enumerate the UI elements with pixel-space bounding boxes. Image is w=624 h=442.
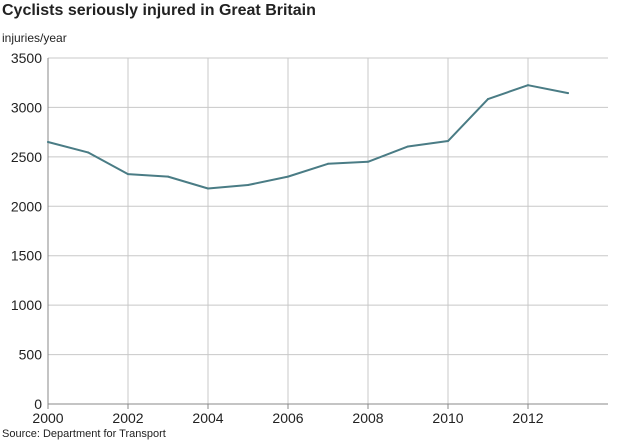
y-tick-label-3000: 3000 xyxy=(11,99,42,115)
series-lines xyxy=(47,84,569,190)
gridlines xyxy=(48,57,608,404)
data-point-2010 xyxy=(447,140,449,143)
y-tick-label-3500: 3500 xyxy=(11,50,42,66)
data-point-2013 xyxy=(567,92,569,95)
x-tick-label-2006: 2006 xyxy=(272,410,303,426)
x-tick-label-2002: 2002 xyxy=(112,410,143,426)
axes xyxy=(47,58,608,409)
data-point-2007 xyxy=(327,162,329,165)
data-point-2003 xyxy=(167,175,169,178)
y-tick-label-1500: 1500 xyxy=(11,248,42,264)
y-tick-label-0: 0 xyxy=(34,396,42,412)
y-axis-unit-label: injuries/year xyxy=(2,31,67,45)
data-point-2004 xyxy=(207,187,209,190)
x-tick-label-2012: 2012 xyxy=(512,410,543,426)
chart-title: Cyclists seriously injured in Great Brit… xyxy=(2,2,316,19)
data-point-2006 xyxy=(287,175,289,178)
data-point-2005 xyxy=(247,184,249,187)
data-point-2000 xyxy=(47,141,49,144)
source-note: Source: Department for Transport xyxy=(2,428,166,440)
x-tick-label-2004: 2004 xyxy=(192,410,223,426)
y-tick-label-500: 500 xyxy=(19,347,43,363)
data-point-2012 xyxy=(527,84,529,87)
x-tick-label-2010: 2010 xyxy=(432,410,463,426)
y-tick-label-2000: 2000 xyxy=(11,198,42,214)
series-line-0 xyxy=(47,84,569,190)
data-point-2001 xyxy=(87,151,89,154)
data-point-2002 xyxy=(127,173,129,176)
data-point-2008 xyxy=(367,160,369,163)
x-tick-label-2000: 2000 xyxy=(32,410,63,426)
y-tick-label-1000: 1000 xyxy=(11,297,42,313)
data-point-2011 xyxy=(487,98,489,101)
data-point-2009 xyxy=(407,145,409,148)
y-tick-label-2500: 2500 xyxy=(11,149,42,165)
tick-labels: 0 500 1000 1500 2000 2500 3000 3500 2000 2002 2004… xyxy=(11,50,544,426)
x-tick-label-2008: 2008 xyxy=(352,410,383,426)
